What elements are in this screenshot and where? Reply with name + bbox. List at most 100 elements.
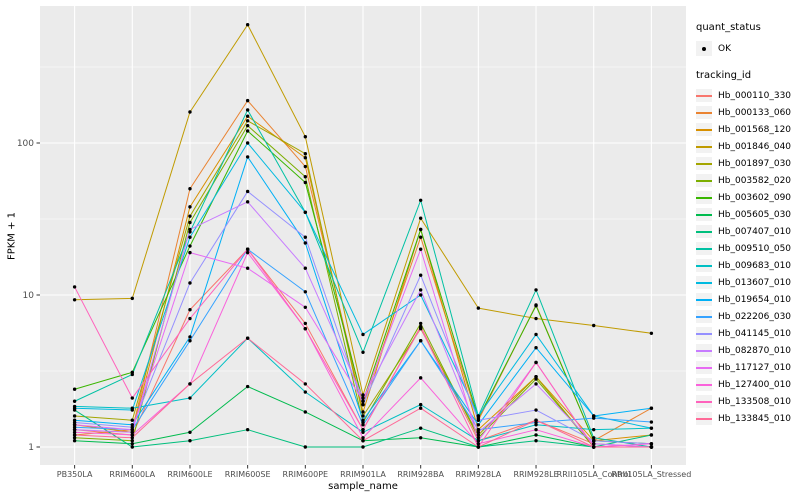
data-point	[303, 156, 308, 160]
data-point	[130, 439, 134, 443]
data-point	[188, 220, 192, 225]
legend-key	[696, 395, 712, 408]
legend-item: Hb_001846_040	[696, 140, 800, 153]
data-point	[592, 416, 596, 420]
legend-key	[696, 41, 712, 56]
data-point	[592, 436, 596, 440]
data-point	[130, 427, 134, 432]
data-point	[649, 442, 654, 446]
legend-item-label: Hb_001846_040	[718, 141, 792, 152]
x-tick-label: RRIM928LE	[513, 470, 558, 479]
data-point	[130, 372, 134, 377]
data-point	[130, 433, 134, 437]
data-point	[130, 408, 134, 412]
data-point	[649, 445, 654, 449]
data-point	[245, 200, 250, 204]
y-tick-label: 100	[17, 139, 34, 149]
legend: quant_status OK tracking_id Hb_000110_33…	[696, 22, 800, 429]
data-point	[418, 321, 423, 326]
data-point	[72, 427, 77, 432]
legend-item-label: Hb_000133_060	[718, 107, 792, 118]
data-point	[72, 298, 77, 302]
x-tick-label: RRII105LA_Control	[557, 470, 631, 479]
data-point	[303, 266, 308, 270]
data-point	[649, 406, 654, 410]
legend-key	[696, 225, 712, 238]
legend-item-label: Hb_003602_090	[718, 192, 792, 203]
data-point	[418, 235, 423, 239]
data-point	[303, 321, 308, 326]
line-swatch-icon	[696, 264, 712, 267]
legend-item-label: Hb_082870_010	[718, 345, 792, 356]
quant-status-legend-title: quant_status	[696, 22, 761, 33]
legend-key	[696, 174, 712, 187]
data-point	[361, 396, 365, 400]
data-point	[534, 346, 538, 350]
legend-item: Hb_022206_030	[696, 310, 800, 323]
line-swatch-icon	[696, 111, 712, 114]
data-point	[188, 230, 192, 234]
data-point	[188, 439, 192, 443]
data-point	[418, 436, 423, 440]
legend-item-label: Hb_005605_030	[718, 209, 792, 220]
legend-key	[696, 191, 712, 204]
data-point	[188, 227, 192, 232]
data-point	[534, 427, 538, 432]
data-point	[361, 350, 365, 354]
line-swatch-icon	[696, 366, 712, 369]
data-point	[303, 382, 308, 386]
data-point	[130, 442, 134, 446]
data-point	[534, 433, 538, 437]
legend-key	[696, 242, 712, 255]
data-point	[245, 336, 250, 340]
x-tick-label: RRIM600PE	[283, 470, 329, 479]
data-point	[245, 427, 250, 432]
line-swatch-icon	[696, 230, 712, 233]
data-point	[245, 23, 250, 27]
data-point	[72, 425, 77, 429]
data-point	[188, 110, 192, 114]
x-tick-label: RRIM600SE	[225, 470, 271, 479]
line-swatch-icon	[696, 400, 712, 403]
data-point	[418, 406, 423, 410]
data-point	[534, 382, 538, 386]
data-point	[303, 235, 308, 239]
data-point	[476, 414, 481, 418]
legend-item: Hb_009510_050	[696, 242, 800, 255]
legend-item-label: Hb_041145_010	[718, 328, 792, 339]
data-point	[188, 339, 192, 343]
line-swatch-icon	[696, 179, 712, 182]
x-tick-label: RRIM928LA	[455, 470, 501, 479]
legend-item-label: Hb_001897_030	[718, 158, 792, 169]
legend-item-label: Hb_013607_010	[718, 277, 792, 288]
legend-key	[696, 89, 712, 102]
data-point	[476, 439, 481, 443]
data-point	[592, 439, 596, 443]
data-point	[361, 427, 365, 432]
line-swatch-icon	[696, 332, 712, 335]
data-point	[188, 244, 192, 248]
data-point	[361, 399, 365, 403]
data-point	[245, 384, 250, 389]
data-point	[130, 418, 134, 422]
line-swatch-icon	[696, 247, 712, 250]
data-point	[72, 439, 77, 443]
point-icon	[702, 46, 706, 51]
data-point	[361, 436, 365, 440]
data-point	[188, 205, 192, 209]
data-point	[72, 430, 77, 434]
data-point	[72, 285, 77, 289]
data-point	[188, 281, 192, 285]
data-point	[303, 241, 308, 245]
line-swatch-icon	[696, 213, 712, 216]
data-point	[534, 332, 538, 337]
data-point	[245, 247, 250, 251]
legend-item: Hb_127400_010	[696, 378, 800, 391]
data-point	[476, 427, 481, 432]
legend-item: Hb_133508_010	[696, 395, 800, 408]
legend-item: Hb_001897_030	[696, 157, 800, 170]
legend-key	[696, 378, 712, 391]
data-point	[418, 247, 423, 251]
data-point	[303, 175, 308, 179]
